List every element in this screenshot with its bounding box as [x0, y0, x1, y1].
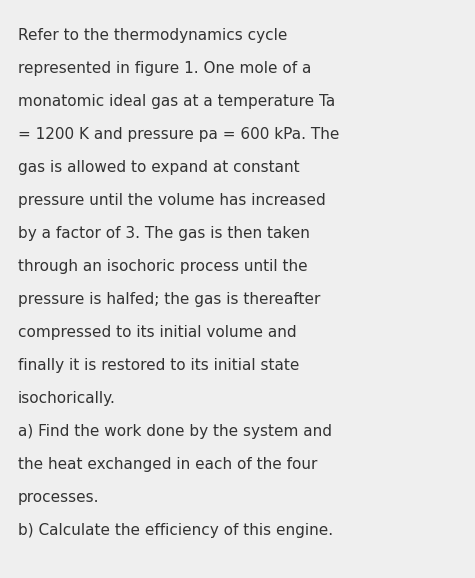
Text: by a factor of 3. The gas is then taken: by a factor of 3. The gas is then taken — [18, 226, 310, 241]
Text: a) Find the work done by the system and: a) Find the work done by the system and — [18, 424, 332, 439]
Text: through an isochoric process until the: through an isochoric process until the — [18, 259, 308, 274]
Text: pressure until the volume has increased: pressure until the volume has increased — [18, 193, 326, 208]
Text: represented in figure 1. One mole of a: represented in figure 1. One mole of a — [18, 61, 312, 76]
Text: compressed to its initial volume and: compressed to its initial volume and — [18, 325, 296, 340]
Text: finally it is restored to its initial state: finally it is restored to its initial st… — [18, 358, 299, 373]
Text: gas is allowed to expand at constant: gas is allowed to expand at constant — [18, 160, 300, 175]
Text: the heat exchanged in each of the four: the heat exchanged in each of the four — [18, 457, 317, 472]
Text: pressure is halfed; the gas is thereafter: pressure is halfed; the gas is thereafte… — [18, 292, 320, 307]
Text: b) Calculate the efficiency of this engine.: b) Calculate the efficiency of this engi… — [18, 523, 333, 538]
Text: Refer to the thermodynamics cycle: Refer to the thermodynamics cycle — [18, 28, 287, 43]
Text: isochorically.: isochorically. — [18, 391, 116, 406]
Text: processes.: processes. — [18, 490, 99, 505]
Text: monatomic ideal gas at a temperature Ta: monatomic ideal gas at a temperature Ta — [18, 94, 335, 109]
Text: = 1200 K and pressure pa = 600 kPa. The: = 1200 K and pressure pa = 600 kPa. The — [18, 127, 339, 142]
